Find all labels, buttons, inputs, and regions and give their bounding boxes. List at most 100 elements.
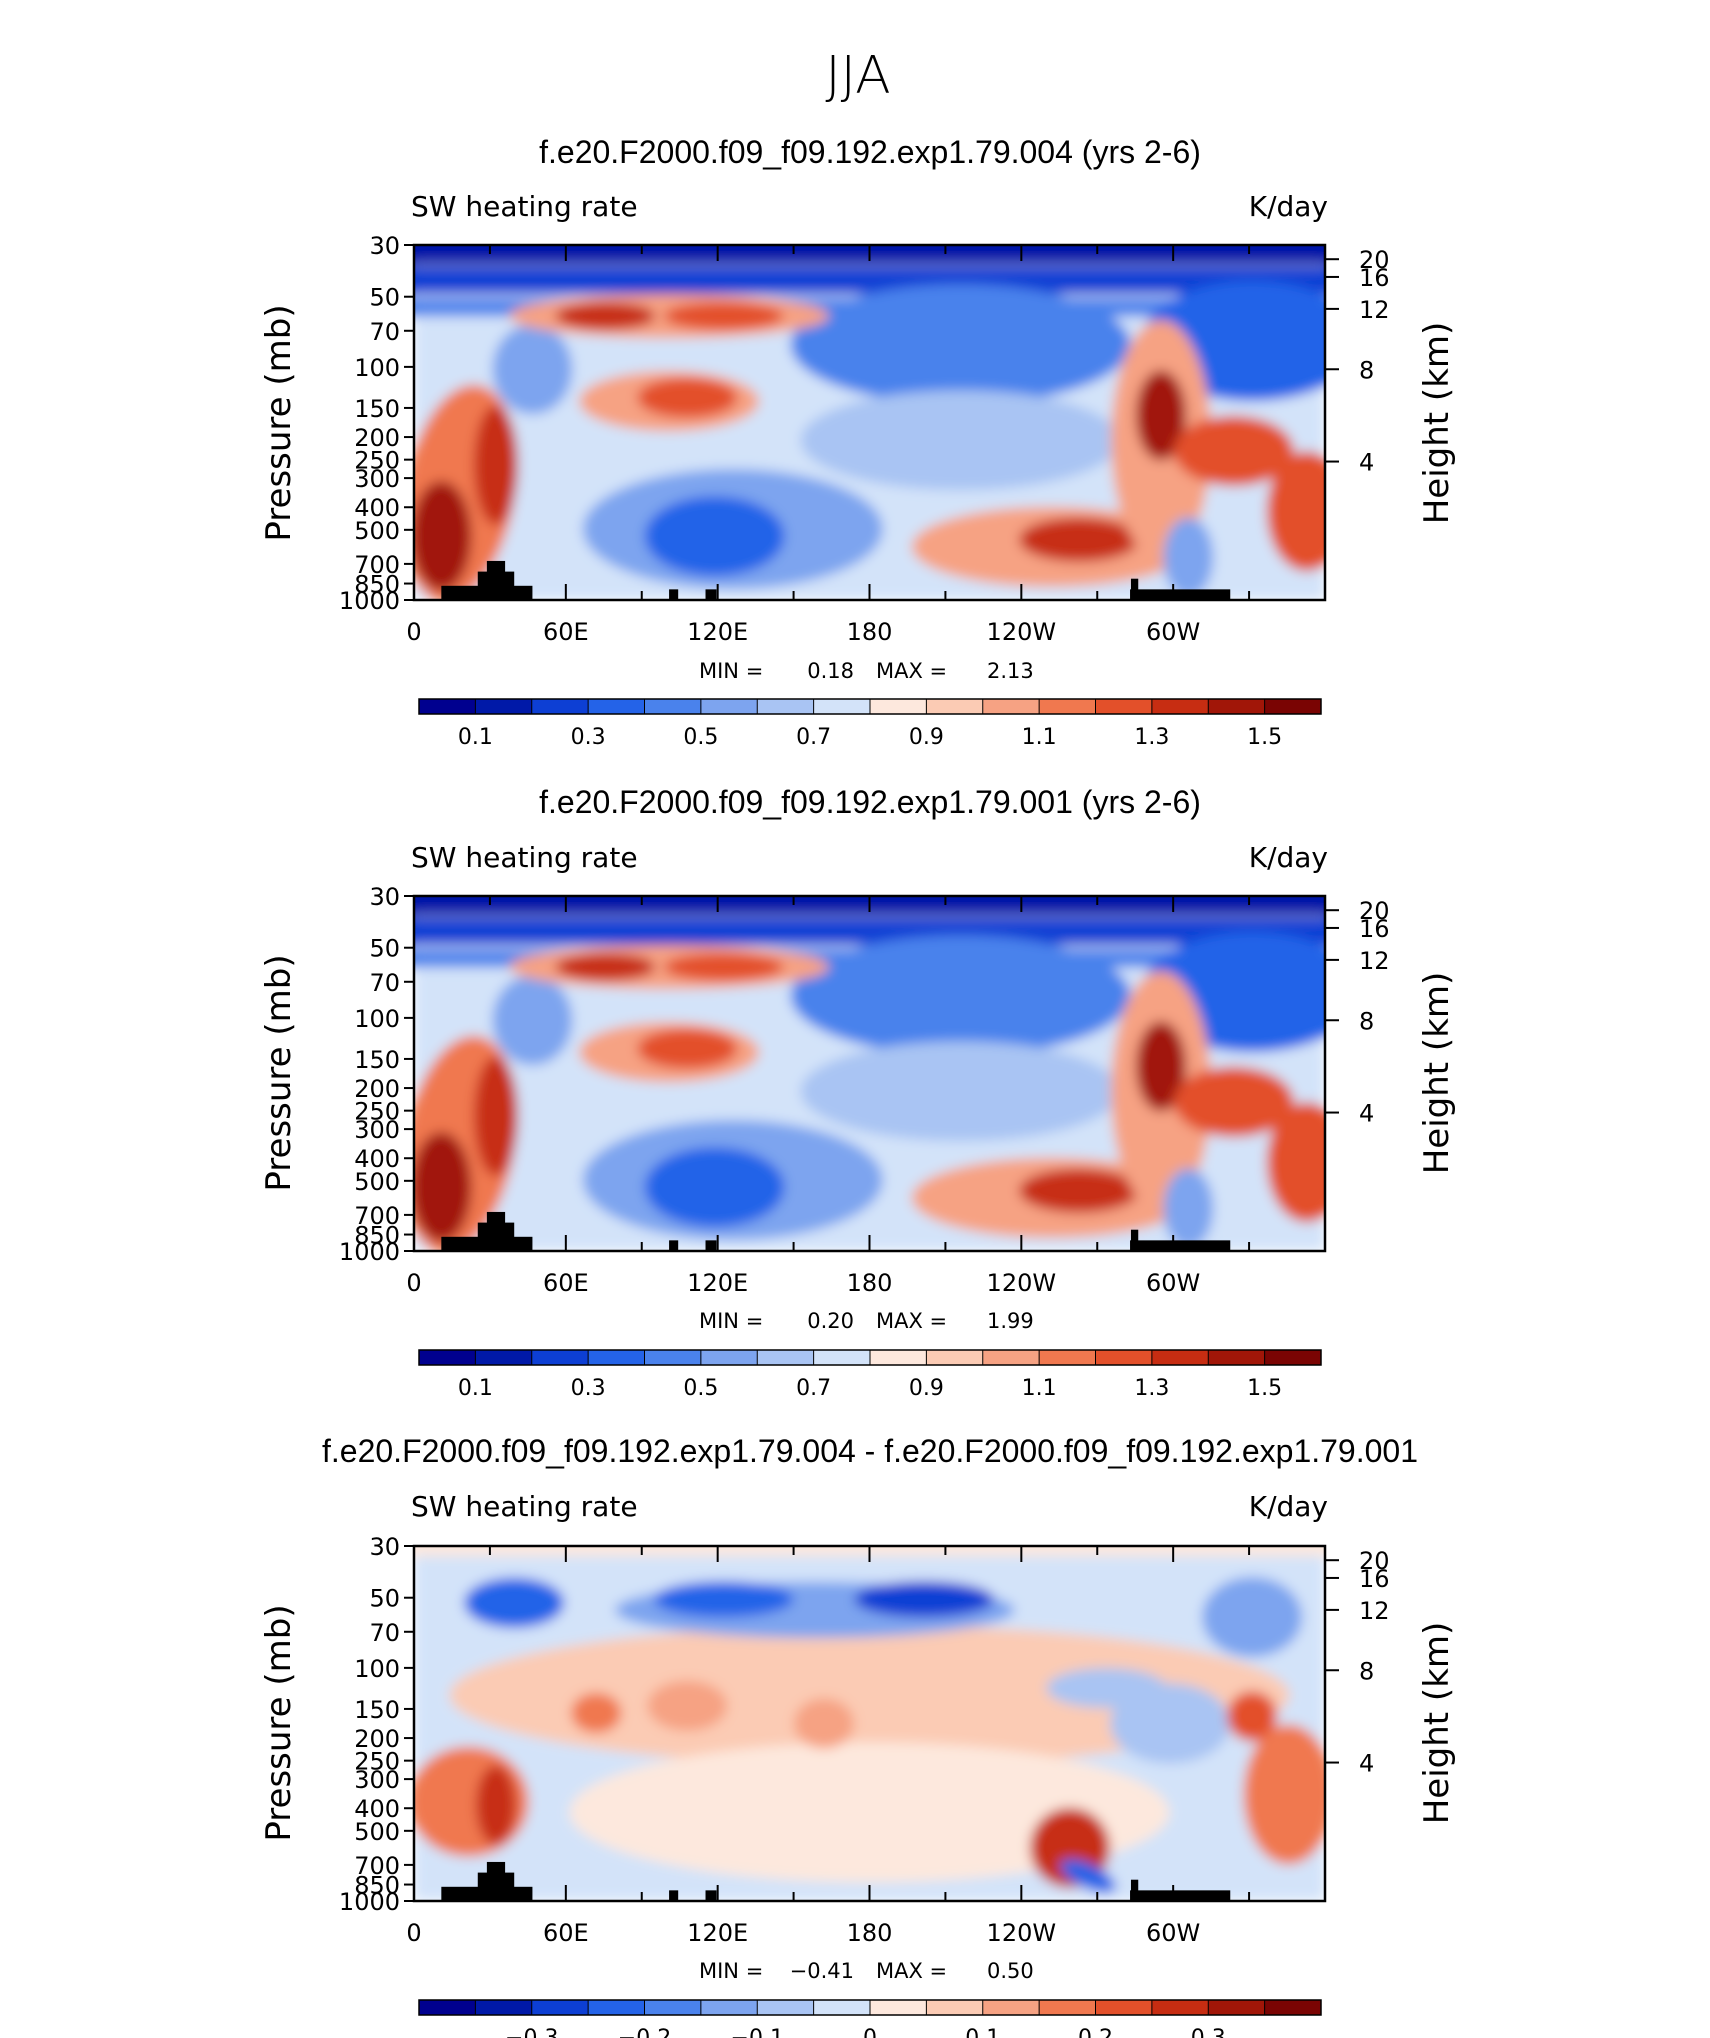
contour-field	[414, 1546, 1325, 1901]
colorbar-label: 0.5	[683, 725, 718, 750]
colorbar-swatch	[644, 699, 702, 714]
x-tick-label: 60W	[1146, 618, 1200, 646]
y-right-tick-label: 8	[1359, 356, 1374, 384]
contour-field	[414, 896, 1325, 1251]
max-label: MAX =	[876, 659, 947, 683]
colorbar-label: 0.7	[796, 1376, 831, 1401]
y-tick-label: 100	[354, 1005, 400, 1033]
y-tick-label: 250	[354, 447, 400, 475]
colorbar-swatch	[870, 2000, 927, 2015]
max-label: MAX =	[876, 1309, 947, 1333]
topography-mask	[705, 1890, 717, 1901]
colorbar-swatch	[982, 699, 1040, 714]
topography-mask	[486, 1211, 506, 1251]
y-tick-label: 300	[354, 1116, 400, 1144]
y-right-tick-label: 20	[1359, 246, 1390, 274]
y-tick-label: 200	[354, 1725, 400, 1753]
y-tick-label: 500	[354, 1168, 400, 1196]
topography-mask	[705, 589, 717, 600]
y-right-tick-label: 12	[1359, 296, 1390, 324]
colorbar-swatch	[1264, 1350, 1322, 1365]
colorbar-swatch	[700, 2000, 758, 2015]
x-tick-label: 60W	[1146, 1269, 1200, 1297]
x-tick-label: 120E	[687, 1269, 748, 1297]
colorbar-label: 0.1	[458, 1376, 493, 1401]
y-axis-label: Pressure (mb)	[259, 1604, 299, 1841]
y-axis-label: Pressure (mb)	[259, 954, 299, 1191]
y-axis-label-right: Height (km)	[1417, 972, 1457, 1175]
colorbar-swatch	[419, 2000, 476, 2015]
y-tick-label: 100	[354, 354, 400, 382]
y-tick-label: 850	[354, 1872, 400, 1900]
colorbar-swatch	[926, 699, 984, 714]
colorbar-label: 0.1	[458, 725, 493, 750]
y-tick-label: 500	[354, 517, 400, 545]
min-label: MIN =	[699, 1959, 763, 1983]
y-tick-label: 700	[354, 1852, 400, 1880]
colorbar-label: 1.1	[1022, 725, 1057, 750]
x-tick-label: 180	[847, 1919, 893, 1947]
y-right-tick-label: 4	[1359, 1750, 1374, 1778]
colorbar-frame	[418, 1349, 1322, 1366]
colorbar-label: 0.3	[571, 1376, 606, 1401]
colorbar-swatch	[1151, 2000, 1209, 2015]
colorbar-swatch	[531, 1350, 589, 1365]
y-right-tick-label: 20	[1359, 1547, 1390, 1575]
y-tick-label: 50	[369, 935, 400, 963]
colorbar-swatch	[644, 2000, 702, 2015]
y-right-tick-label: 4	[1359, 1100, 1374, 1128]
colorbar-swatch	[813, 699, 871, 714]
y-tick-label: 70	[369, 969, 400, 997]
y-tick-label: 150	[354, 1046, 400, 1074]
panel-title: f.e20.F2000.f09_f09.192.exp1.79.004 - f.…	[322, 1433, 1418, 1469]
y-axis-label-right: Height (km)	[1417, 322, 1457, 525]
panel-title: f.e20.F2000.f09_f09.192.exp1.79.001 (yrs…	[539, 784, 1201, 820]
units-label: K/day	[1249, 190, 1328, 223]
field-label: SW heating rate	[411, 841, 638, 874]
y-right-tick-label: 12	[1359, 1597, 1390, 1625]
y-right-tick-label: 16	[1359, 1565, 1390, 1593]
y-tick-label: 850	[354, 571, 400, 599]
min-label: MIN =	[699, 1309, 763, 1333]
colorbar-label: 1.1	[1022, 1376, 1057, 1401]
x-tick-label: 0	[406, 1919, 421, 1947]
y-tick-label: 700	[354, 1202, 400, 1230]
x-tick-label: 0	[406, 618, 421, 646]
colorbar-swatch	[813, 2000, 871, 2015]
y-axis-label-right: Height (km)	[1417, 1622, 1457, 1825]
colorbar-swatch	[757, 2000, 815, 2015]
x-tick-label: 60E	[543, 1269, 589, 1297]
colorbar-label: 0.1	[965, 2026, 1000, 2038]
topography-mask	[1130, 1890, 1231, 1901]
y-right-tick-label: 8	[1359, 1007, 1374, 1035]
y-right-tick-label: 16	[1359, 264, 1390, 292]
colorbar-swatch	[1208, 699, 1266, 714]
y-tick-label: 70	[369, 318, 400, 346]
y-tick-label: 1000	[339, 587, 400, 615]
y-tick-label: 200	[354, 424, 400, 452]
contour-field	[414, 245, 1325, 600]
panel-title: f.e20.F2000.f09_f09.192.exp1.79.004 (yrs…	[539, 134, 1201, 170]
y-tick-label: 250	[354, 1748, 400, 1776]
colorbar: 0.1 0.3 0.5 0.7 0.9 1.1 1.3 1.5	[418, 698, 1322, 750]
colorbar-swatch	[531, 2000, 589, 2015]
min-value: −0.41	[790, 1959, 854, 1983]
colorbar-swatch	[1039, 2000, 1096, 2015]
colorbar-swatch	[757, 699, 815, 714]
colorbar-swatch	[1039, 699, 1096, 714]
y-tick-label: 400	[354, 1795, 400, 1823]
colorbar-swatch	[588, 699, 645, 714]
colorbar-frame	[418, 698, 1322, 715]
colorbar-swatch	[475, 2000, 533, 2015]
topography-mask	[1130, 589, 1231, 600]
y-tick-label: 400	[354, 494, 400, 522]
x-tick-label: 120E	[687, 1919, 748, 1947]
min-value: 0.20	[807, 1309, 854, 1333]
y-tick-label: 100	[354, 1655, 400, 1683]
y-tick-label: 400	[354, 1145, 400, 1173]
colorbar-swatch	[419, 699, 476, 714]
max-value: 2.13	[987, 659, 1034, 683]
season-title: JJA	[825, 46, 890, 106]
colorbar-frame	[418, 1999, 1322, 2016]
